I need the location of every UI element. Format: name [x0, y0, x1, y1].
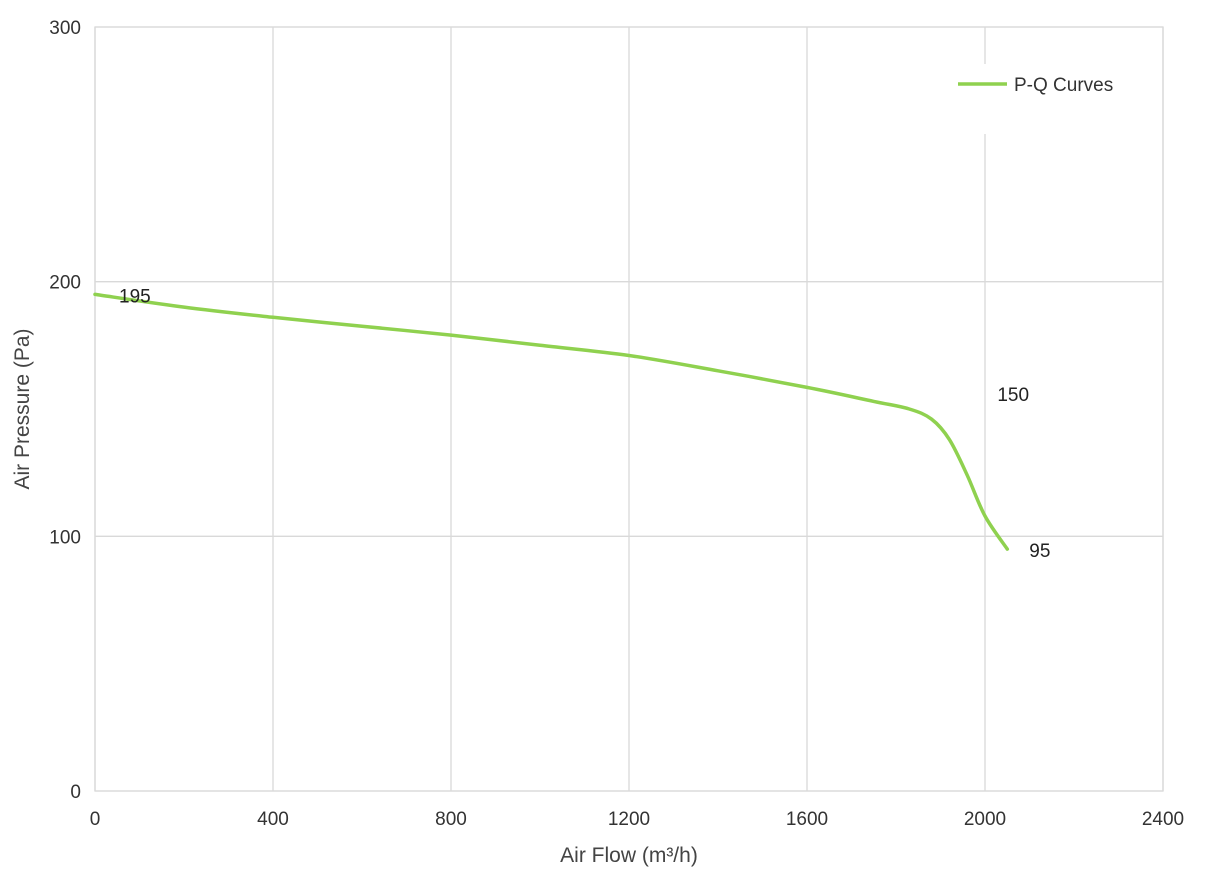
data-labels: 195 150 95: [119, 286, 1050, 562]
y-tick-label: 200: [49, 273, 81, 294]
x-tick-label: 0: [90, 809, 101, 830]
grid-lines: [94, 26, 1164, 792]
data-label: 95: [1029, 541, 1050, 562]
y-tick-label: 0: [70, 782, 81, 803]
x-tick-label: 2000: [964, 809, 1006, 830]
tick-labels: 0 400 800 1200 1600 2000 2400 0 100 200 300: [49, 18, 1184, 830]
legend: P-Q Curves: [945, 64, 1145, 134]
y-tick-label: 100: [49, 527, 81, 548]
x-tick-label: 1600: [786, 809, 828, 830]
y-axis-title: Air Pressure (Pa): [11, 328, 34, 489]
y-tick-label: 300: [49, 18, 81, 39]
x-axis-title: Air Flow (m³/h): [560, 844, 698, 867]
x-tick-label: 400: [257, 809, 289, 830]
data-label: 150: [997, 385, 1029, 406]
x-tick-label: 800: [435, 809, 467, 830]
data-label: 195: [119, 286, 151, 307]
x-tick-label: 2400: [1142, 809, 1184, 830]
x-tick-label: 1200: [608, 809, 650, 830]
series-line-pq-curves: [93, 292, 1010, 551]
legend-label: P-Q Curves: [1014, 75, 1113, 96]
legend-background: [945, 64, 1145, 134]
series-layer: [93, 292, 1010, 551]
